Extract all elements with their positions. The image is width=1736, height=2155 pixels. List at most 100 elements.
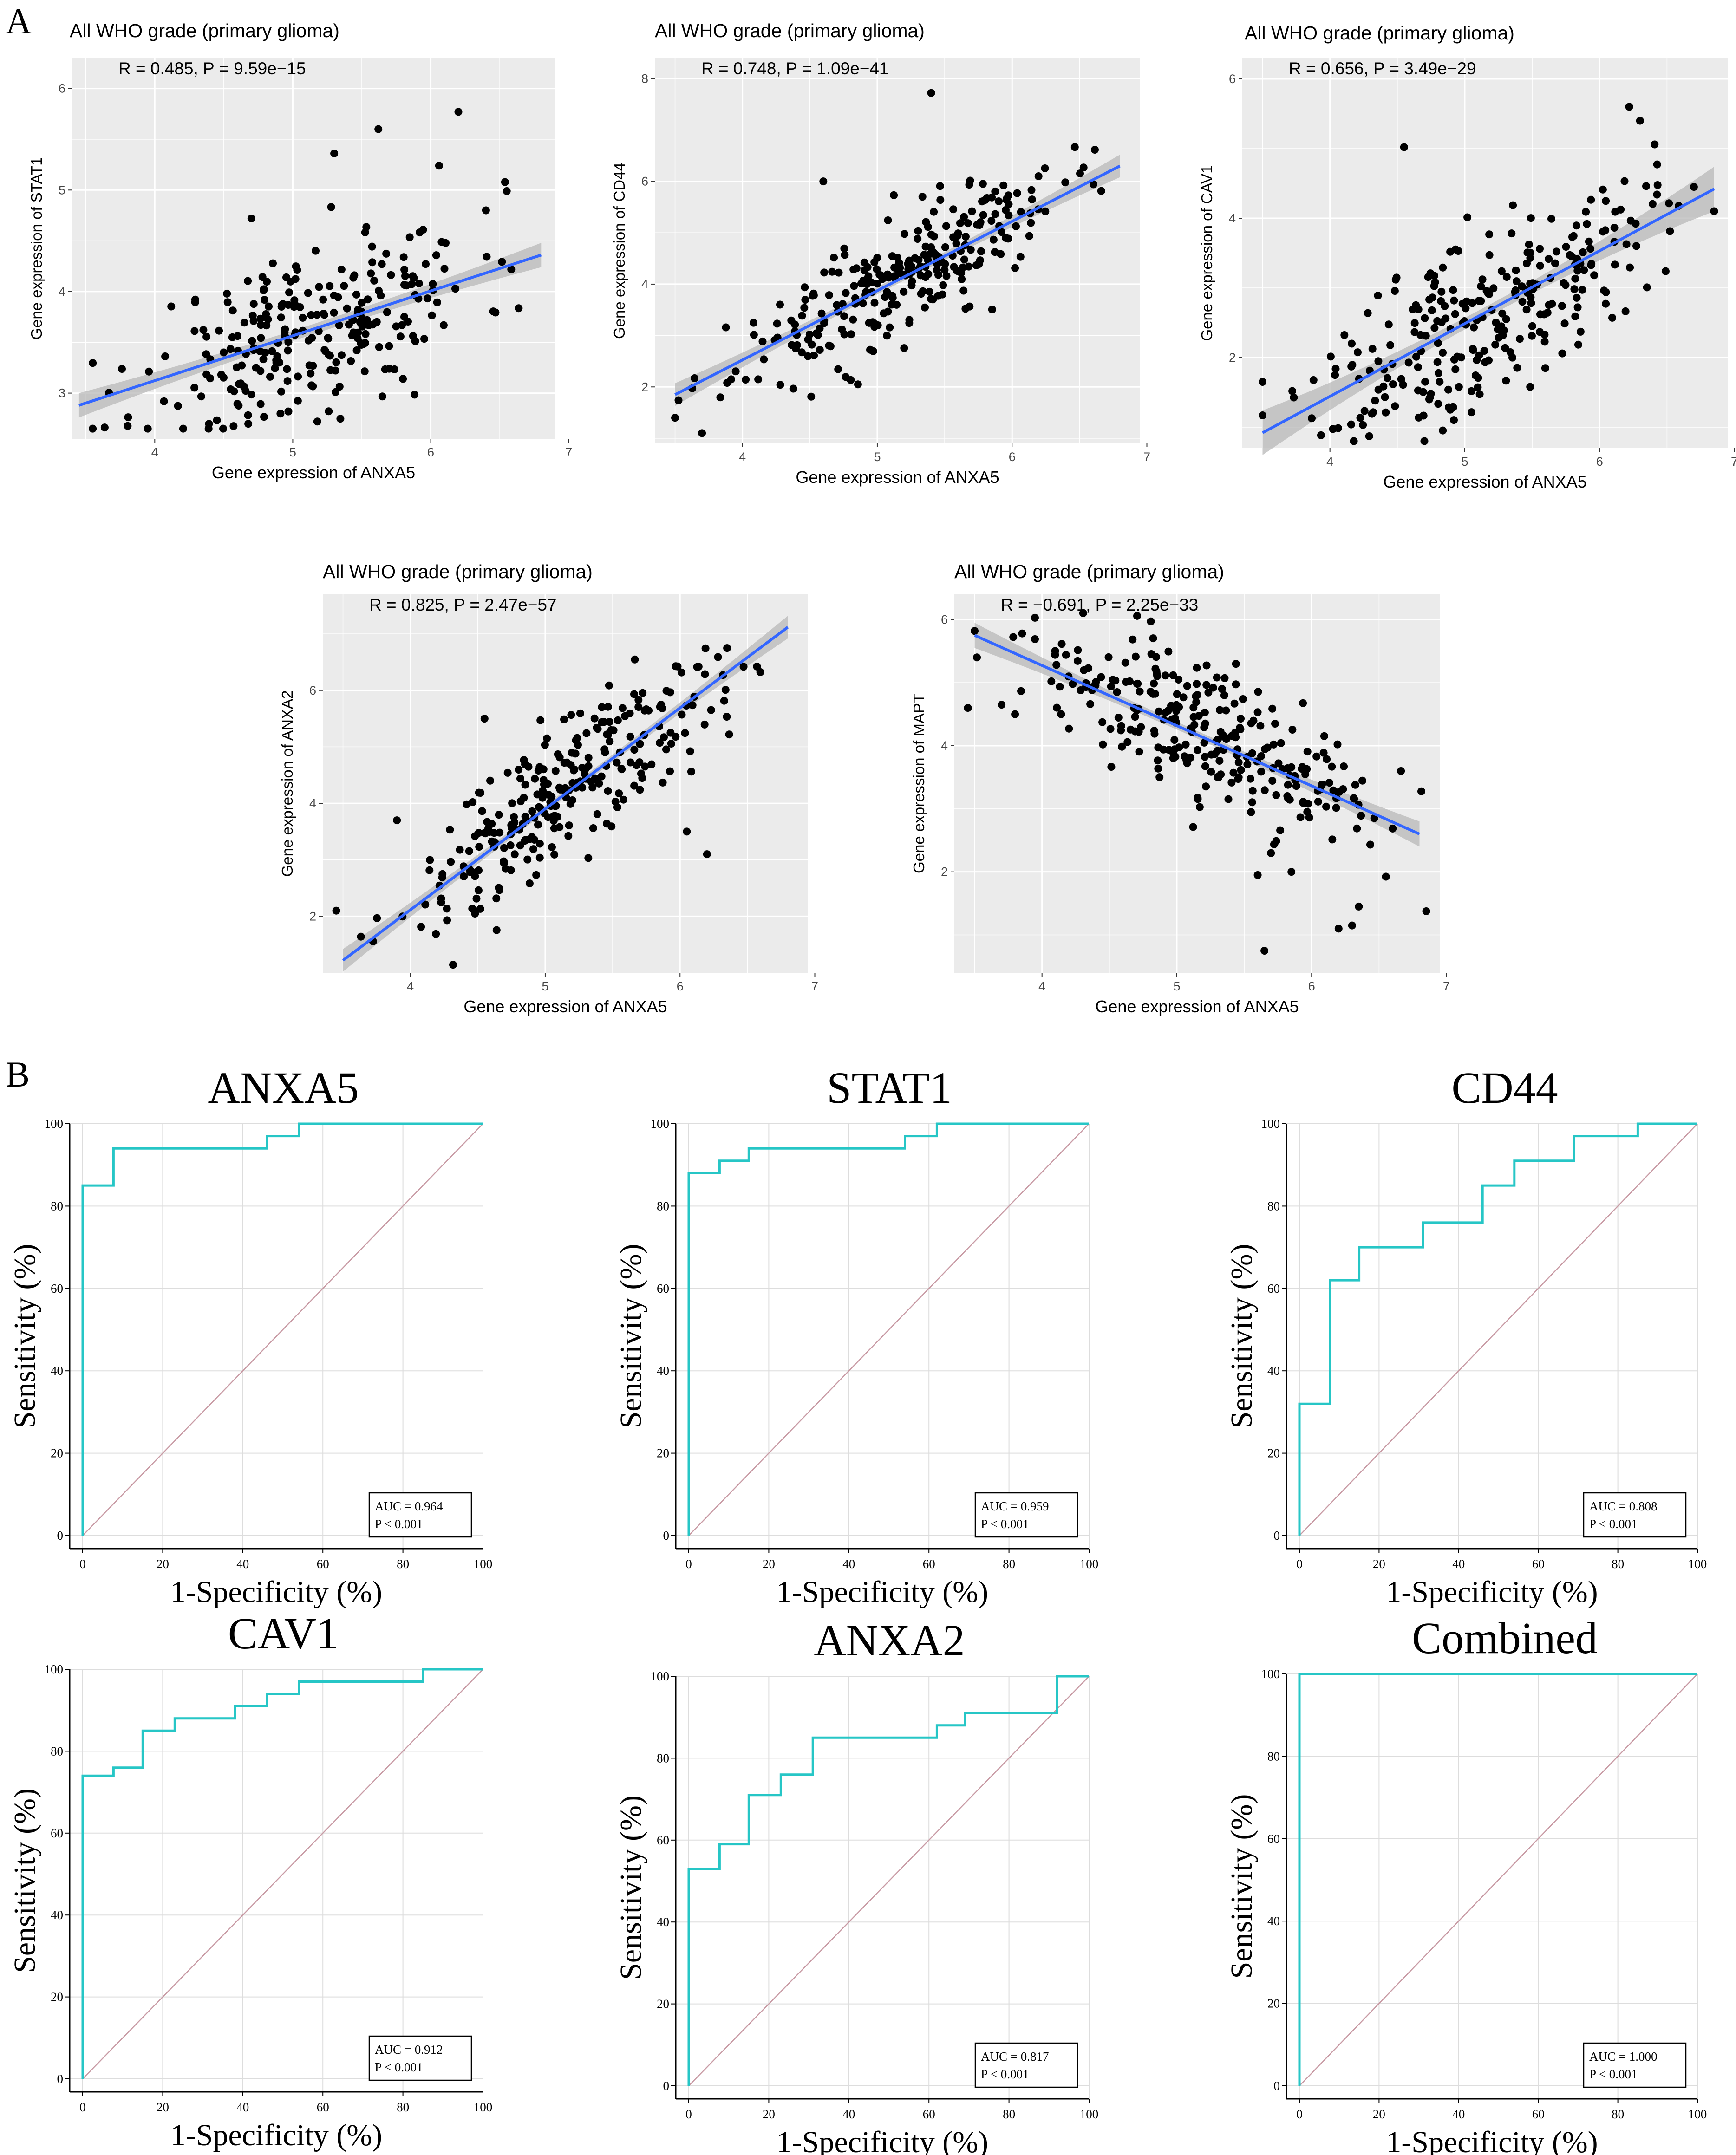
scatter-point [319, 295, 327, 304]
scatter-point [1353, 824, 1361, 833]
scatter-point [1412, 352, 1420, 361]
scatter-point [538, 794, 547, 802]
scatter-point [1430, 282, 1438, 290]
scatter-point [535, 803, 543, 811]
scatter-point [924, 270, 933, 278]
scatter-point [1114, 714, 1123, 722]
scatter-point [1425, 395, 1433, 404]
scatter-point [1329, 425, 1337, 433]
scatter-point [959, 286, 968, 295]
scatter-point [1169, 671, 1177, 679]
scatter-point [347, 357, 355, 365]
scatter-point [1527, 299, 1535, 307]
scatter-point [541, 741, 549, 749]
scatter-point [273, 352, 281, 360]
scatter-point [1587, 261, 1595, 269]
scatter-point [1528, 322, 1536, 330]
scatter-point [1570, 285, 1579, 293]
auc-legend-box [1583, 1492, 1687, 1538]
scatter-point [671, 414, 679, 422]
scatter-point [1329, 786, 1338, 794]
p-value: P < 0.001 [375, 1517, 423, 1531]
scatter-point [991, 248, 999, 256]
scatter-point [966, 302, 974, 311]
scatter-point [449, 961, 457, 969]
scatter-point [723, 713, 731, 721]
scatter-point [1135, 748, 1143, 756]
scatter-point [506, 841, 515, 849]
scatter-point [284, 338, 293, 346]
scatter-point [332, 366, 339, 375]
scatter-point [507, 265, 516, 273]
scatter-point [870, 299, 879, 307]
scatter-point [480, 715, 489, 723]
scatter-point [469, 798, 477, 806]
scatter-point [276, 410, 285, 418]
x-tick-label: 7 [811, 979, 818, 993]
scatter-point [1089, 180, 1097, 189]
scatter-point [252, 364, 260, 372]
panel-label-a: A [6, 1, 32, 41]
scatter-point [1270, 840, 1278, 848]
scatter-point [1485, 290, 1494, 298]
scatter-point [227, 385, 235, 393]
x-tick-label: 100 [1688, 1557, 1707, 1571]
scatter-point [502, 865, 510, 873]
scatter-point [1057, 710, 1065, 718]
scatter-point [488, 837, 496, 846]
scatter-point [1194, 795, 1202, 803]
scatter-point [486, 776, 494, 785]
scatter-point [1474, 374, 1482, 382]
scatter-point [529, 845, 537, 853]
y-axis-label: Sensitivity (%) [8, 1244, 42, 1429]
p-value: P < 0.001 [1589, 1517, 1638, 1531]
scatter-point [1331, 371, 1339, 379]
scatter-point [429, 280, 437, 288]
scatter-point [1236, 725, 1245, 733]
scatter-point [1434, 400, 1442, 408]
scatter-point [809, 289, 818, 298]
scatter-point [973, 653, 981, 662]
scatter-point [362, 223, 371, 231]
scatter-point [964, 219, 972, 228]
scatter-point [838, 325, 846, 333]
scatter-point [1558, 349, 1566, 358]
scatter-point [1150, 727, 1158, 735]
scatter-point [124, 413, 132, 422]
x-axis-label: 1-Specificity (%) [777, 1575, 988, 1609]
scatter-point [1392, 273, 1401, 282]
scatter-point [859, 276, 868, 285]
scatter-point [1031, 613, 1039, 622]
scatter-point [1492, 319, 1500, 327]
scatter-point [1586, 245, 1595, 253]
scatter-point [1104, 653, 1113, 661]
scatter-point [568, 779, 577, 787]
scatter-point [927, 249, 934, 258]
scatter-point [417, 923, 425, 931]
y-tick-label: 40 [1267, 1914, 1280, 1928]
scatter-point [1259, 378, 1266, 386]
scatter-point [1214, 747, 1222, 755]
scatter-point [334, 293, 342, 301]
scatter-point [1323, 755, 1331, 763]
scatter-point [1248, 749, 1256, 757]
scatter-point [1207, 768, 1215, 776]
scatter-point [1509, 201, 1517, 209]
scatter-point [299, 313, 307, 322]
chart-title: All WHO grade (primary glioma) [1245, 22, 1514, 44]
scatter-point [560, 759, 568, 767]
scatter-point [1253, 708, 1262, 716]
scatter-point [884, 216, 892, 224]
auc-value: AUC = 1.000 [1589, 2050, 1657, 2064]
scatter-point [1356, 414, 1364, 422]
scatter-point [1571, 312, 1579, 320]
scatter-point [1149, 634, 1157, 643]
scatter-point [835, 268, 843, 277]
scatter-point [1523, 259, 1531, 267]
scatter-point [490, 829, 498, 837]
scatter-point [1420, 437, 1429, 445]
scatter-point [521, 836, 529, 844]
scatter-point [1016, 253, 1025, 261]
scatter-point [1232, 680, 1240, 689]
scatter-point [525, 879, 534, 887]
